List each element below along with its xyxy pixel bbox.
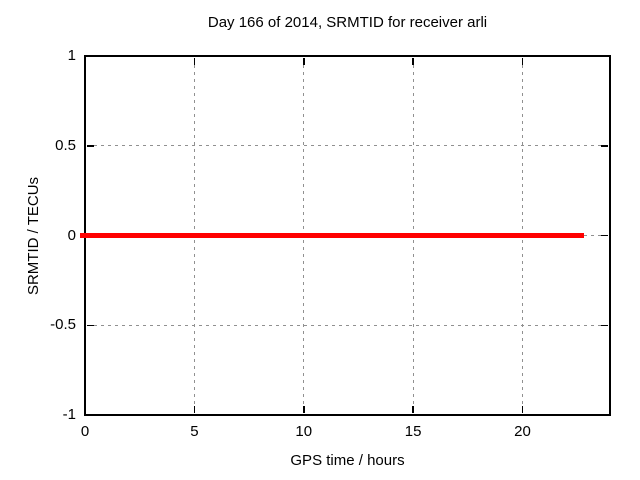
x-tick-top xyxy=(412,58,414,65)
y-tick-right xyxy=(601,234,608,237)
y-tick-left xyxy=(87,55,94,57)
x-tick-bottom xyxy=(521,406,524,413)
x-tick-top xyxy=(84,58,86,65)
x-tick-top xyxy=(521,58,524,65)
y-tick-right xyxy=(601,414,608,416)
horizontal-gridline xyxy=(87,145,608,147)
y-tick-right xyxy=(601,145,608,147)
series-line-srmtid-flat-line xyxy=(80,233,584,238)
y-tick-left xyxy=(87,145,94,147)
x-tick-label: 0 xyxy=(80,423,90,440)
y-tick-right xyxy=(601,55,608,57)
y-tick-right xyxy=(601,324,608,326)
y-tick-left xyxy=(87,414,94,416)
y-tick-label: -1 xyxy=(62,406,76,423)
x-axis-label: GPS time / hours xyxy=(290,452,405,469)
x-tick-bottom xyxy=(193,406,196,413)
x-tick-label: 15 xyxy=(404,423,422,440)
x-tick-label: 5 xyxy=(190,423,199,440)
x-tick-label: 20 xyxy=(514,423,531,440)
y-tick-label: 0 xyxy=(67,226,76,244)
y-tick-label: -0.5 xyxy=(50,316,76,334)
x-tick-bottom xyxy=(84,406,86,413)
y-tick-label: 1 xyxy=(67,47,76,64)
x-tick-top xyxy=(193,58,196,65)
x-tick-bottom xyxy=(303,406,305,413)
y-tick-left xyxy=(87,324,94,326)
chart-title: Day 166 of 2014, SRMTID for receiver arl… xyxy=(207,14,488,31)
y-tick-label: 0.5 xyxy=(55,136,76,154)
horizontal-gridline xyxy=(87,324,608,326)
x-tick-bottom xyxy=(412,406,414,413)
x-tick-label: 10 xyxy=(295,423,313,440)
x-tick-top xyxy=(303,58,305,65)
